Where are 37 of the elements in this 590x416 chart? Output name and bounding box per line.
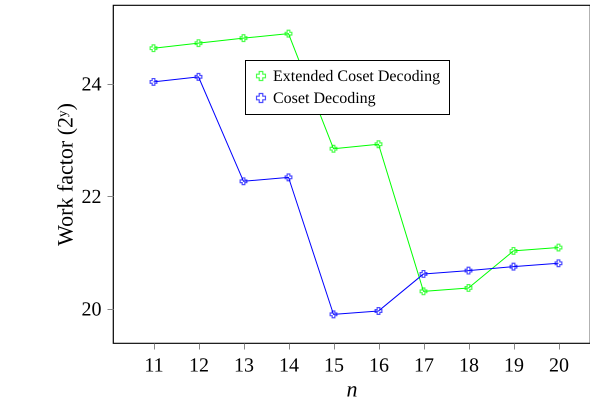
y-tick-label: 22	[82, 186, 102, 208]
legend-label: Extended Coset Decoding	[273, 68, 440, 85]
point	[240, 34, 248, 42]
point	[374, 307, 382, 315]
y-axis-title: Work factor (2ʸ)	[52, 103, 78, 246]
point	[194, 39, 202, 48]
y-tick-label: 20	[82, 298, 102, 320]
point	[284, 30, 292, 38]
point	[330, 144, 338, 153]
x-tick-label: 20	[549, 354, 569, 376]
point	[374, 140, 382, 148]
x-tick-label: 16	[369, 354, 389, 376]
x-tick-label: 15	[324, 354, 344, 376]
legend-label: Coset Decoding	[273, 90, 376, 107]
x-tick-label: 11	[144, 354, 164, 376]
point	[150, 78, 158, 86]
point	[240, 177, 248, 186]
point	[510, 262, 518, 271]
point	[464, 266, 472, 275]
x-tick-label: 19	[504, 354, 524, 376]
y-tick-label: 24	[82, 74, 102, 96]
x-tick-label: 18	[459, 354, 479, 376]
point	[464, 284, 472, 292]
point	[554, 244, 562, 252]
x-tick-label: 14	[279, 354, 299, 376]
point	[194, 72, 202, 81]
point	[420, 287, 428, 296]
x-axis-title: n	[346, 376, 358, 402]
point	[420, 270, 428, 278]
point	[284, 173, 292, 182]
x-tick-label: 13	[234, 354, 254, 376]
x-tick-label: 12	[189, 354, 209, 376]
point	[330, 310, 338, 318]
point	[554, 259, 562, 268]
point	[150, 44, 158, 52]
x-tick-label: 17	[414, 354, 434, 376]
point	[510, 246, 518, 255]
